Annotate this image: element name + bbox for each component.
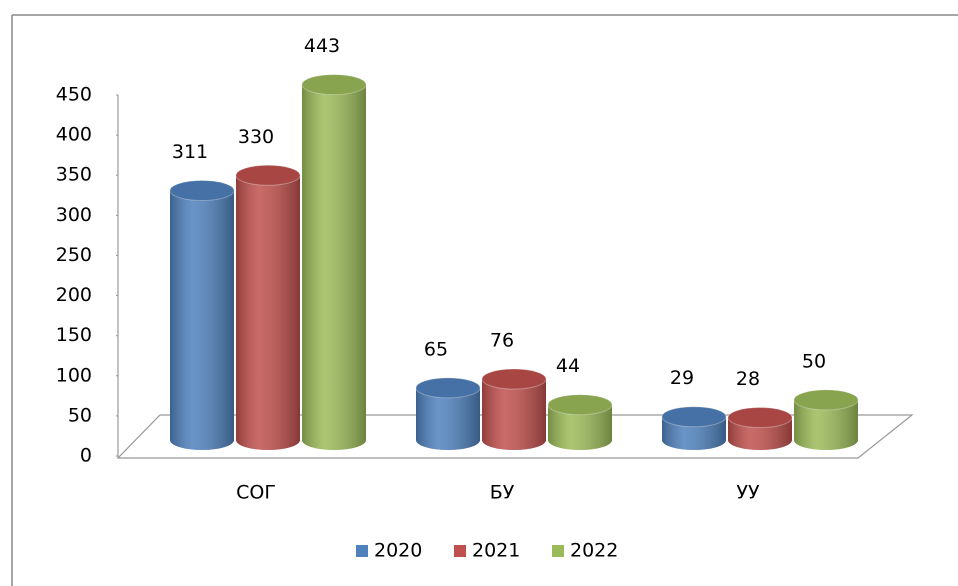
- bar: [661, 406, 727, 450]
- bar: [169, 180, 235, 450]
- bar-top-shade: [482, 369, 546, 390]
- bar-top-shade: [170, 180, 234, 201]
- bar: [727, 407, 793, 450]
- data-label: 330: [238, 126, 274, 148]
- bar-top: [547, 394, 613, 416]
- legend-swatch: [454, 545, 466, 557]
- legend-swatch: [356, 545, 368, 557]
- bar-shade: [548, 404, 612, 450]
- x-tick-label: БУ: [490, 482, 515, 504]
- bar: [301, 74, 367, 451]
- data-label: 443: [304, 35, 340, 57]
- data-label: 311: [172, 141, 208, 163]
- y-tick-label: 0: [80, 445, 92, 467]
- bar-top: [235, 164, 301, 186]
- bar-top: [415, 377, 481, 399]
- bar-top-shade: [416, 377, 480, 398]
- bar-shade: [416, 387, 480, 450]
- y-tick-label: 250: [56, 244, 92, 266]
- bar: [235, 164, 301, 450]
- bar-shade: [236, 175, 300, 450]
- y-tick-label: 300: [56, 204, 92, 226]
- bar-shade: [482, 379, 546, 450]
- y-tick-label: 100: [56, 364, 92, 386]
- y-tick-label: 200: [56, 284, 92, 306]
- bar-top: [793, 389, 859, 411]
- bar: [793, 389, 859, 450]
- bar-top: [169, 180, 235, 202]
- bar-shade: [170, 190, 234, 450]
- bar-top-shade: [548, 394, 612, 415]
- data-label: 44: [556, 355, 580, 377]
- bar-top-shade: [728, 407, 792, 428]
- bar-top-shade: [662, 406, 726, 427]
- bar-top-shade: [302, 74, 366, 95]
- bar-top: [661, 406, 727, 428]
- y-tick-label: 450: [56, 84, 92, 106]
- x-tick-label: УУ: [736, 482, 760, 504]
- y-tick-label: 400: [56, 124, 92, 146]
- data-label: 50: [802, 350, 826, 372]
- legend-label: 2020: [374, 540, 422, 562]
- bar-top: [727, 407, 793, 429]
- data-label: 28: [736, 368, 760, 390]
- bar-top-shade: [794, 389, 858, 410]
- bar-top: [301, 74, 367, 96]
- bar-shade: [794, 399, 858, 450]
- bar-top-shade: [236, 165, 300, 186]
- legend-label: 2021: [472, 540, 520, 562]
- bar-shade: [302, 84, 366, 451]
- y-tick-label: 150: [56, 324, 92, 346]
- y-tick-label: 350: [56, 164, 92, 186]
- x-tick-label: СОГ: [236, 482, 276, 504]
- data-label: 29: [670, 367, 694, 389]
- bar-top: [481, 368, 547, 390]
- legend-swatch: [552, 545, 564, 557]
- data-label: 76: [490, 330, 514, 352]
- bar: [481, 368, 547, 450]
- bar: [547, 394, 613, 450]
- data-label: 65: [424, 338, 448, 360]
- bar: [415, 377, 481, 450]
- y-tick-label: 50: [68, 404, 92, 426]
- legend-label: 2022: [570, 540, 618, 562]
